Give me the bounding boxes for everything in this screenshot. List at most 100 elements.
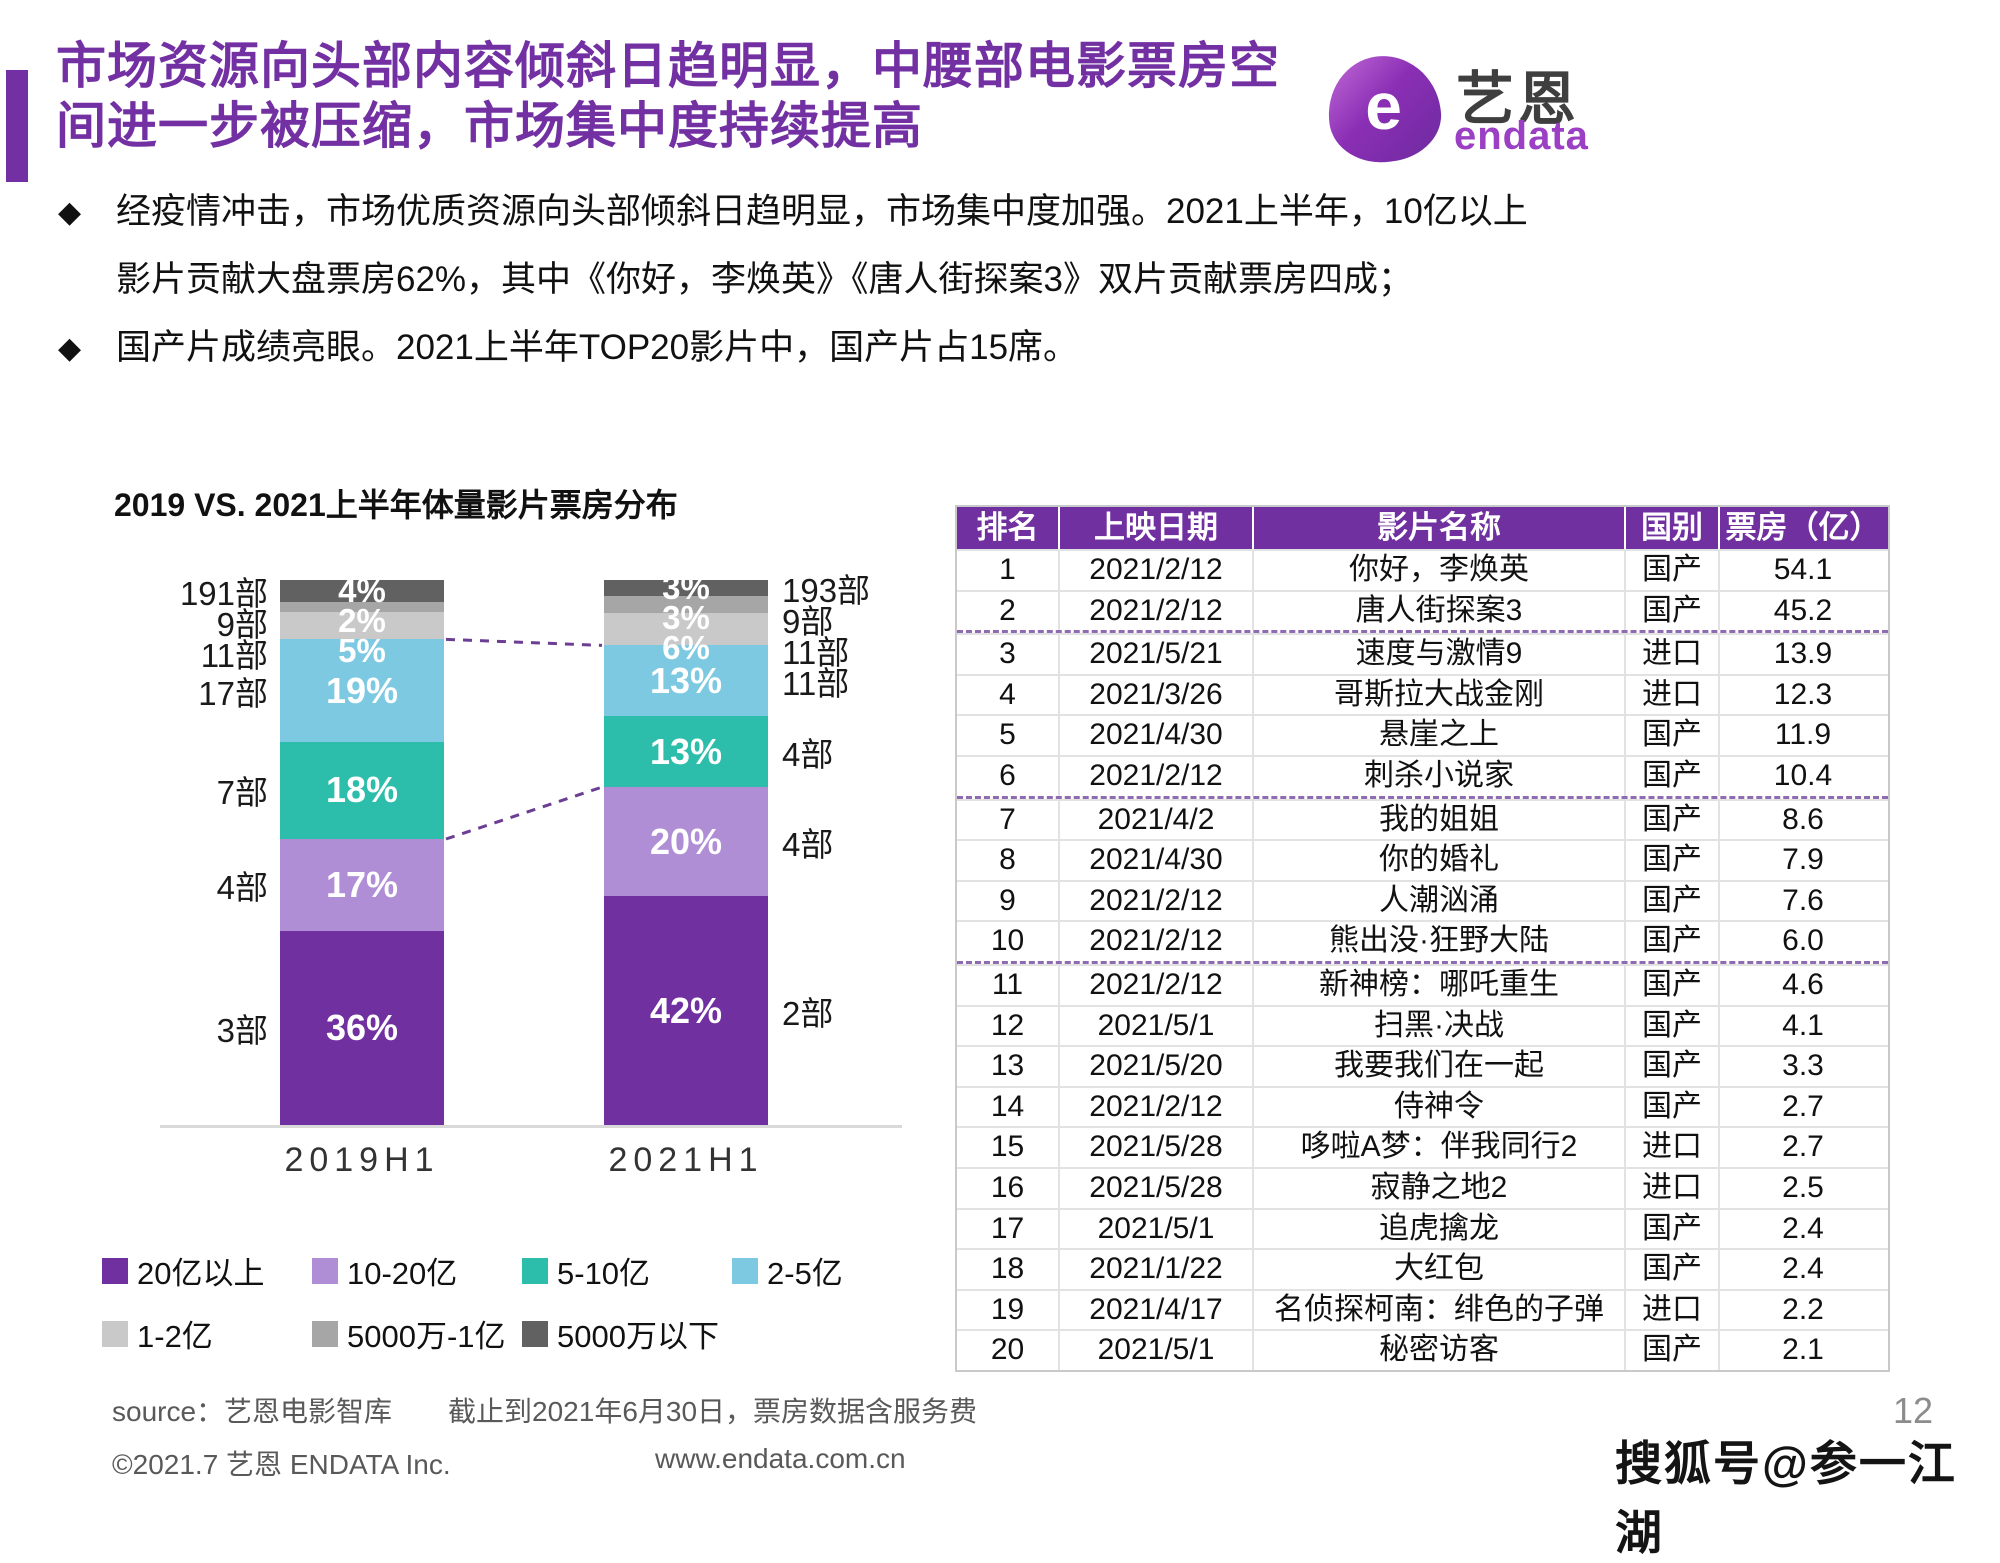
segment-count-label: 11部 [782,665,850,703]
table-cell: 2021/4/2 [1058,800,1252,840]
logo-name-en: endata [1454,114,1589,158]
legend-label: 5000万以下 [557,1319,719,1354]
table-cell: 8.6 [1718,800,1886,840]
table-row: 19 2021/4/17 名侦探柯南：绯色的子弹 进口 2.2 [957,1288,1888,1330]
legend-swatch-icon [522,1257,548,1284]
segment-count-label: 7部 [216,774,268,812]
table-cell: 54.1 [1718,551,1886,590]
table-cell: 国产 [1624,716,1718,755]
table-row: 20 2021/5/1 秘密访客 国产 2.1 [957,1329,1888,1370]
table-cell: 2021/5/28 [1058,1128,1252,1167]
legend-item: 10-20亿 [312,1248,522,1293]
table-row: 17 2021/5/1 追虎擒龙 国产 2.4 [957,1207,1888,1249]
table-cell: 2.1 [1718,1331,1886,1370]
table-cell: 4 [999,677,1016,711]
bar-segment [604,716,768,788]
bar-segment [604,580,768,597]
table-cell: 2021/4/30 [1058,716,1252,755]
table-cell: 2.5 [1718,1168,1886,1208]
table-cell: 4.1 [1718,1006,1886,1046]
legend-label: 5-10亿 [557,1256,651,1291]
segment-count-label: 11部 [200,636,268,674]
table-cell: 国产 [1624,1250,1718,1289]
bar-segment [604,896,768,1125]
table-row: 12 2021/5/1 扫黑·决战 国产 4.1 [957,1004,1888,1046]
logo-name-cn: 艺恩 [1456,67,1581,132]
table-cell: 2021/2/12 [1058,881,1252,921]
table-cell: 2 [999,593,1016,627]
table-cell: 10.4 [1718,756,1886,796]
legend-item: 5-10亿 [522,1248,732,1293]
table-cell: 追虎擒龙 [1252,1209,1624,1249]
watermark-text: 搜狐号@参一江湖 [1615,1437,1957,1559]
bar-segment [280,601,444,613]
table-cell: 2021/2/12 [1058,591,1252,631]
segment-count-label: 9部 [782,603,834,641]
legend-label: 10-20亿 [347,1256,458,1291]
table-cell: 8 [999,843,1016,877]
segment-count-label: 193部 [782,572,871,610]
table-cell: 6 [999,758,1016,792]
bullet-1-line1: 经疫情冲击，市场优质资源向头部倾斜日趋明显，市场集中度加强。2021上半年，10… [116,192,1528,231]
legend-item: 2-5亿 [732,1248,942,1293]
table-cell: 2021/5/21 [1058,635,1252,674]
table-cell: 国产 [1624,1087,1718,1127]
table-cell: 人潮汹涌 [1252,881,1624,921]
table-row: 15 2021/5/28 哆啦A梦：伴我同行2 进口 2.7 [957,1126,1888,1167]
table-cell: 熊出没·狂野大陆 [1252,922,1624,961]
legend-item: 1-2亿 [102,1311,312,1356]
segment-count-label: 11部 [782,634,850,672]
table-cell: 2021/5/28 [1058,1168,1252,1208]
table-cell: 唐人街探案3 [1252,591,1624,631]
table-cell: 2021/2/12 [1058,1087,1252,1127]
table-cell: 16 [990,1170,1025,1204]
legend-item: 5000万以下 [522,1311,732,1356]
table-cell: 国产 [1624,1047,1718,1086]
website-link[interactable]: www.endata.com.cn [655,1443,906,1474]
table-cell: 2021/5/20 [1058,1047,1252,1086]
page-title: 市场资源向头部内容倾斜日趋明显，中腰部电影票房空 间进一步被压缩，市场集中度持续… [56,36,1336,156]
table-cell: 13 [990,1049,1025,1083]
table-cell: 秘密访客 [1252,1331,1624,1370]
table-row: 6 2021/2/12 刺杀小说家 国产 10.4 [957,754,1888,799]
table-body: 1 2021/2/12 你好，李焕英 国产 54.1 2 2021/2/12 唐人街探案3 国产… [957,549,1888,1370]
bar-segment [280,839,444,931]
table-cell: 国产 [1624,922,1718,961]
table-header-cell: 排名 [976,510,1039,545]
table-cell: 大红包 [1252,1250,1624,1289]
table-cell: 15 [990,1130,1025,1164]
bullet-indent [58,260,116,300]
segment-count-label: 4部 [782,735,834,773]
page-title-line2: 间进一步被压缩，市场集中度持续提高 [56,98,923,154]
chart-title: 2019 VS. 2021上半年体量影片票房分布 [114,487,678,523]
table-cell: 新神榜：哪吒重生 [1252,965,1624,1005]
table-cell: 国产 [1624,756,1718,796]
table-row: 7 2021/4/2 我的姐姐 国产 8.6 [957,798,1888,840]
connector-line [445,785,603,841]
table-row: 3 2021/5/21 速度与激情9 进口 13.9 [957,633,1888,674]
bar-segment [280,741,444,839]
table-cell: 寂静之地2 [1252,1168,1624,1208]
page-title-line1: 市场资源向头部内容倾斜日趋明显，中腰部电影票房空 [56,38,1280,94]
table-cell: 名侦探柯南：绯色的子弹 [1252,1290,1624,1330]
segment-count-label: 3部 [216,1011,268,1049]
legend-swatch-icon [102,1257,128,1284]
table-cell: 国产 [1624,551,1718,590]
legend-swatch-icon [312,1257,338,1284]
bar-segment [604,596,768,613]
table-cell: 2021/2/12 [1058,551,1252,590]
table-cell: 3.3 [1718,1047,1886,1086]
table-row: 10 2021/2/12 熊出没·狂野大陆 国产 6.0 [957,920,1888,964]
stacked-bar-chart: 2019 VS. 2021上半年体量影片票房分布 4% 2% 5% 19% 18% 17%… [100,480,980,1370]
table-cell: 20 [990,1333,1025,1367]
segment-count-label: 191部 [179,574,268,612]
table-cell: 国产 [1624,800,1718,840]
table-cell: 10 [990,924,1025,958]
table-cell: 2021/4/30 [1058,841,1252,880]
table-cell: 19 [990,1292,1025,1326]
table-cell: 4.6 [1718,965,1886,1005]
diamond-bullet-icon: ◆ [58,196,82,229]
table-cell: 进口 [1624,675,1718,715]
table-cell: 5 [999,718,1016,752]
segment-count-label: 17部 [198,674,268,712]
